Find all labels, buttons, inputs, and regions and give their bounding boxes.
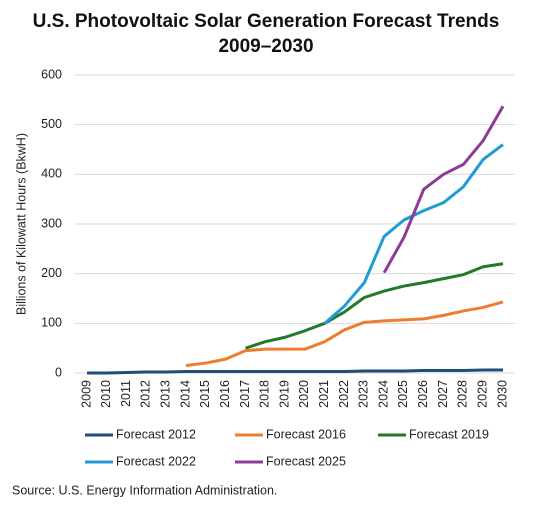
series-line bbox=[382, 105, 505, 274]
y-tick-label: 500 bbox=[41, 117, 62, 131]
x-tick-label: 2025 bbox=[396, 380, 410, 408]
y-tick-label: 300 bbox=[41, 216, 62, 230]
series-line bbox=[323, 143, 504, 325]
x-tick-label: 2015 bbox=[198, 380, 212, 408]
legend-label: Forecast 2016 bbox=[266, 427, 346, 441]
legend-label: Forecast 2012 bbox=[116, 427, 196, 441]
x-tick-label: 2009 bbox=[79, 380, 93, 408]
x-tick-label: 2013 bbox=[159, 380, 173, 408]
legend-label: Forecast 2022 bbox=[116, 454, 196, 468]
x-tick-label: 2024 bbox=[376, 380, 390, 408]
chart-subtitle: 2009–2030 bbox=[218, 36, 313, 57]
x-tick-label: 2018 bbox=[258, 380, 272, 408]
x-tick-label: 2027 bbox=[436, 380, 450, 408]
y-tick-label: 200 bbox=[41, 266, 62, 280]
x-tick-label: 2028 bbox=[456, 380, 470, 408]
x-tick-label: 2016 bbox=[218, 380, 232, 408]
series-line bbox=[87, 368, 503, 375]
x-tick-label: 2030 bbox=[495, 380, 509, 408]
x-tick-label: 2011 bbox=[119, 380, 133, 407]
x-tick-label: 2020 bbox=[297, 380, 311, 408]
legend-label: Forecast 2019 bbox=[409, 427, 489, 441]
x-tick-label: 2019 bbox=[277, 380, 291, 408]
series-line bbox=[185, 300, 504, 368]
source: Source: U.S. Energy Information Administ… bbox=[12, 483, 277, 497]
x-tick-label: 2022 bbox=[337, 380, 351, 408]
x-tick-label: 2017 bbox=[238, 380, 252, 408]
y-tick-label: 400 bbox=[41, 167, 62, 181]
legend-label: Forecast 2025 bbox=[266, 454, 346, 468]
x-tick-label: 2023 bbox=[357, 380, 371, 408]
x-tick-label: 2029 bbox=[475, 380, 489, 408]
y-tick-label: 0 bbox=[55, 365, 62, 379]
x-tick-label: 2010 bbox=[99, 380, 113, 408]
x-tick-label: 2012 bbox=[139, 380, 153, 408]
x-tick-label: 2021 bbox=[317, 380, 331, 408]
y-tick-label: 600 bbox=[41, 67, 62, 81]
x-tick-label: 2014 bbox=[178, 380, 192, 408]
chart-title: U.S. Photovoltaic Solar Generation Forec… bbox=[33, 11, 500, 32]
y-tick-label: 100 bbox=[41, 316, 62, 330]
y-axis-label: Billions of Kilowatt Hours (BkwH) bbox=[14, 133, 28, 315]
x-tick-label: 2026 bbox=[416, 380, 430, 408]
series-line bbox=[245, 262, 504, 350]
